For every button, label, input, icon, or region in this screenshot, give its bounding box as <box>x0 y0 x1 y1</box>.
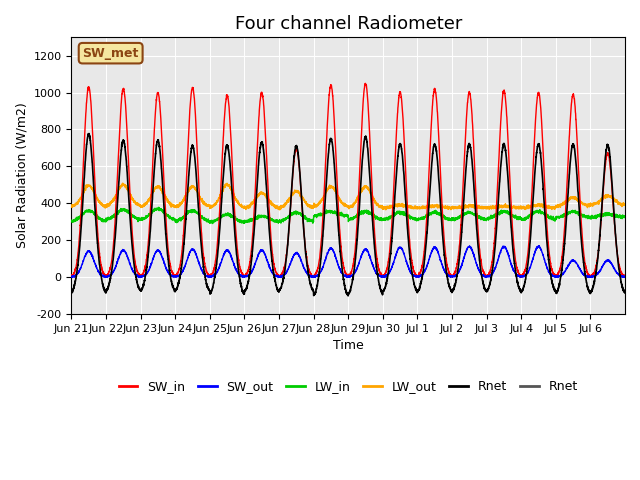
Text: SW_met: SW_met <box>83 47 139 60</box>
X-axis label: Time: Time <box>333 339 364 352</box>
Legend: SW_in, SW_out, LW_in, LW_out, Rnet, Rnet: SW_in, SW_out, LW_in, LW_out, Rnet, Rnet <box>113 375 583 398</box>
Y-axis label: Solar Radiation (W/m2): Solar Radiation (W/m2) <box>15 103 28 249</box>
Title: Four channel Radiometer: Four channel Radiometer <box>234 15 462 33</box>
